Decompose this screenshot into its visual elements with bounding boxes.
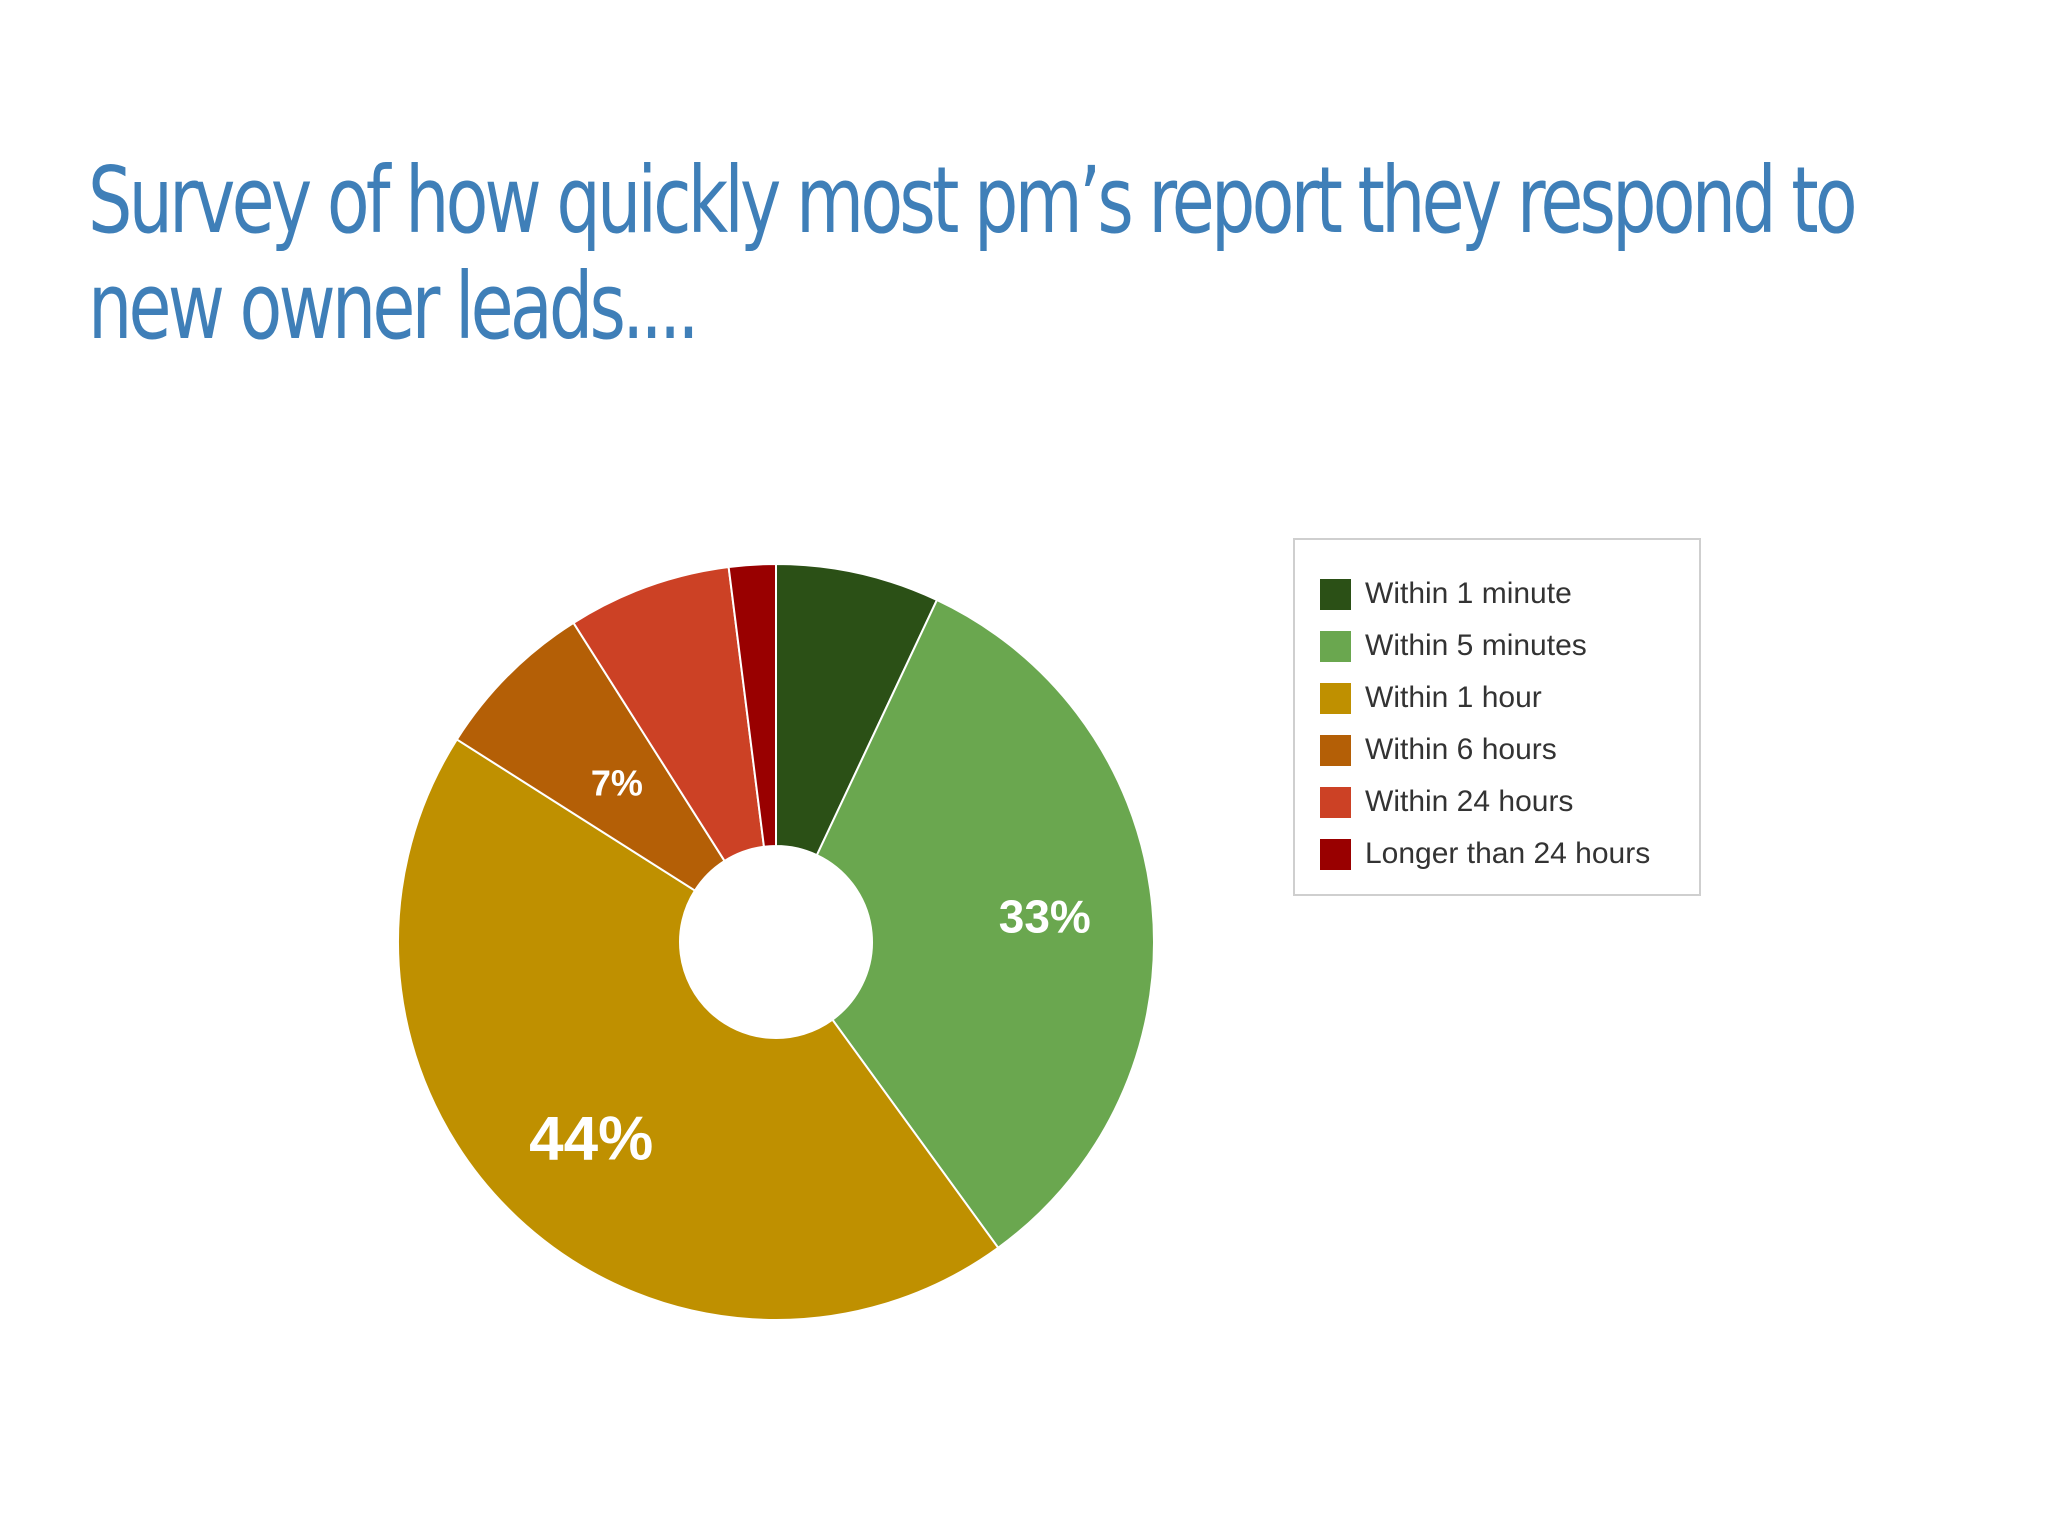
legend-label: Within 1 minute (1365, 577, 1572, 610)
chart-legend: Within 1 minute Within 5 minutes Within 1 … (1293, 538, 1701, 896)
legend-item-within-5-minutes: Within 5 minutes (1320, 620, 1699, 672)
legend-item-longer-than-24-hours: Longer than 24 hours (1320, 828, 1699, 880)
pie-slice-within-1-hour (397, 738, 1000, 1321)
data-label-within-5-minutes: 33% (999, 891, 1091, 943)
legend-swatch (1320, 682, 1351, 714)
legend-label: Within 6 hours (1365, 733, 1557, 766)
legend-label: Within 5 minutes (1365, 629, 1587, 662)
pie-slice-longer-than-24-hours (727, 562, 777, 848)
legend-item-within-6-hours: Within 6 hours (1320, 724, 1699, 776)
legend-item-within-24-hours: Within 24 hours (1320, 776, 1699, 828)
legend-swatch (1320, 734, 1351, 766)
legend-swatch (1320, 838, 1351, 870)
data-label-within-6-hours: 7% (591, 762, 643, 803)
legend-item-within-1-hour: Within 1 hour (1320, 672, 1699, 724)
legend-swatch (1320, 578, 1351, 610)
data-label-within-1-hour: 44% (529, 1104, 653, 1173)
pie-slice-within-1-minute (775, 562, 939, 857)
pie-slice-within-5-minutes (815, 598, 1155, 1250)
legend-swatch (1320, 630, 1351, 662)
legend-label: Longer than 24 hours (1365, 837, 1651, 870)
pie-slice-within-6-hours (455, 621, 726, 892)
pie-slice-within-24-hours (572, 565, 766, 863)
legend-swatch (1320, 786, 1351, 818)
legend-label: Within 24 hours (1365, 785, 1574, 818)
slide-title-line-2: new owner leads.... (88, 253, 700, 360)
legend-label: Within 1 hour (1365, 681, 1542, 714)
legend-item-within-1-minute: Within 1 minute (1320, 568, 1699, 620)
